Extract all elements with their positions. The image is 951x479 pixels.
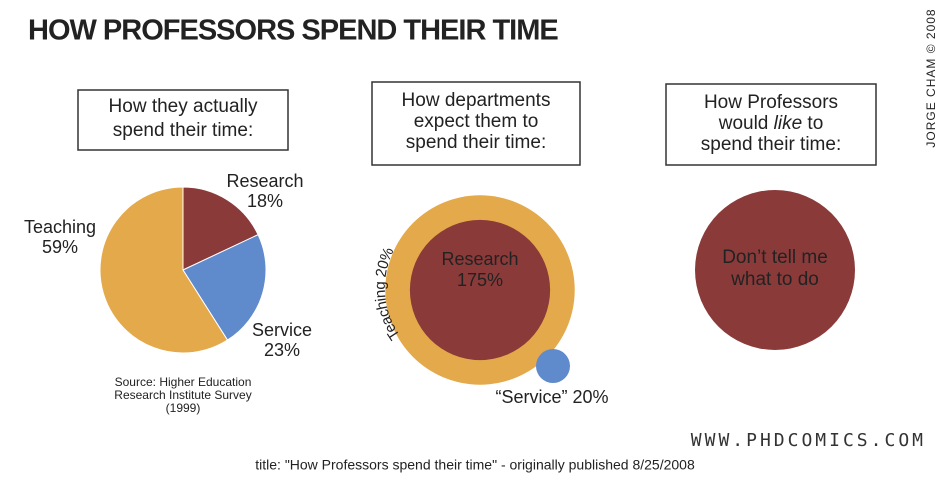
pie-slice [182,186,259,271]
service-value: 20% [573,387,609,407]
wish-text: Don’t tell me [722,247,828,268]
pie-slice [99,186,229,354]
core-label: Research [441,249,518,269]
title: HOW PROFESSORS SPEND THEIR TIME [28,15,558,47]
service-category: “Service” [495,387,567,407]
pie-slice [182,233,267,341]
title-part: would [718,113,774,134]
service-dot [536,349,570,383]
panel-title: How they actually [109,96,258,117]
title-part: like [774,113,803,134]
source: (1999) [166,401,201,415]
source: Source: Higher Education [115,375,252,389]
panel-title: spend their time: [113,120,253,141]
credit: JORGE CHAM © 2008 [924,8,938,147]
panel-box [77,89,289,151]
caption: title: "How Professors spend their time"… [255,457,695,473]
panel-box [665,83,877,166]
panel-title: How Professors [704,92,838,113]
panel-title: expect them to [414,111,539,132]
core [409,219,551,361]
website: WWW.PHDCOMICS.COM [691,430,926,451]
panel-title: spend their time: [406,132,546,153]
panel-title: How departments [402,90,551,111]
title-part: to [802,113,823,134]
service-label: “Service” 20% [495,387,608,407]
wish-text: what to do [730,269,819,290]
panel-box [371,81,581,166]
panel-title: would like to [718,113,824,134]
panel-title: spend their time: [701,134,841,155]
slice-value: 23% [264,340,300,360]
wish-circle [695,190,855,350]
slice-value: 18% [247,191,283,211]
core-value: 175% [457,270,503,290]
slice-label: Research [226,171,303,191]
slice-value: 59% [42,237,78,257]
slice-label: Teaching [24,217,96,237]
slice-label: Service [252,320,312,340]
source: Research Institute Survey [114,388,251,402]
